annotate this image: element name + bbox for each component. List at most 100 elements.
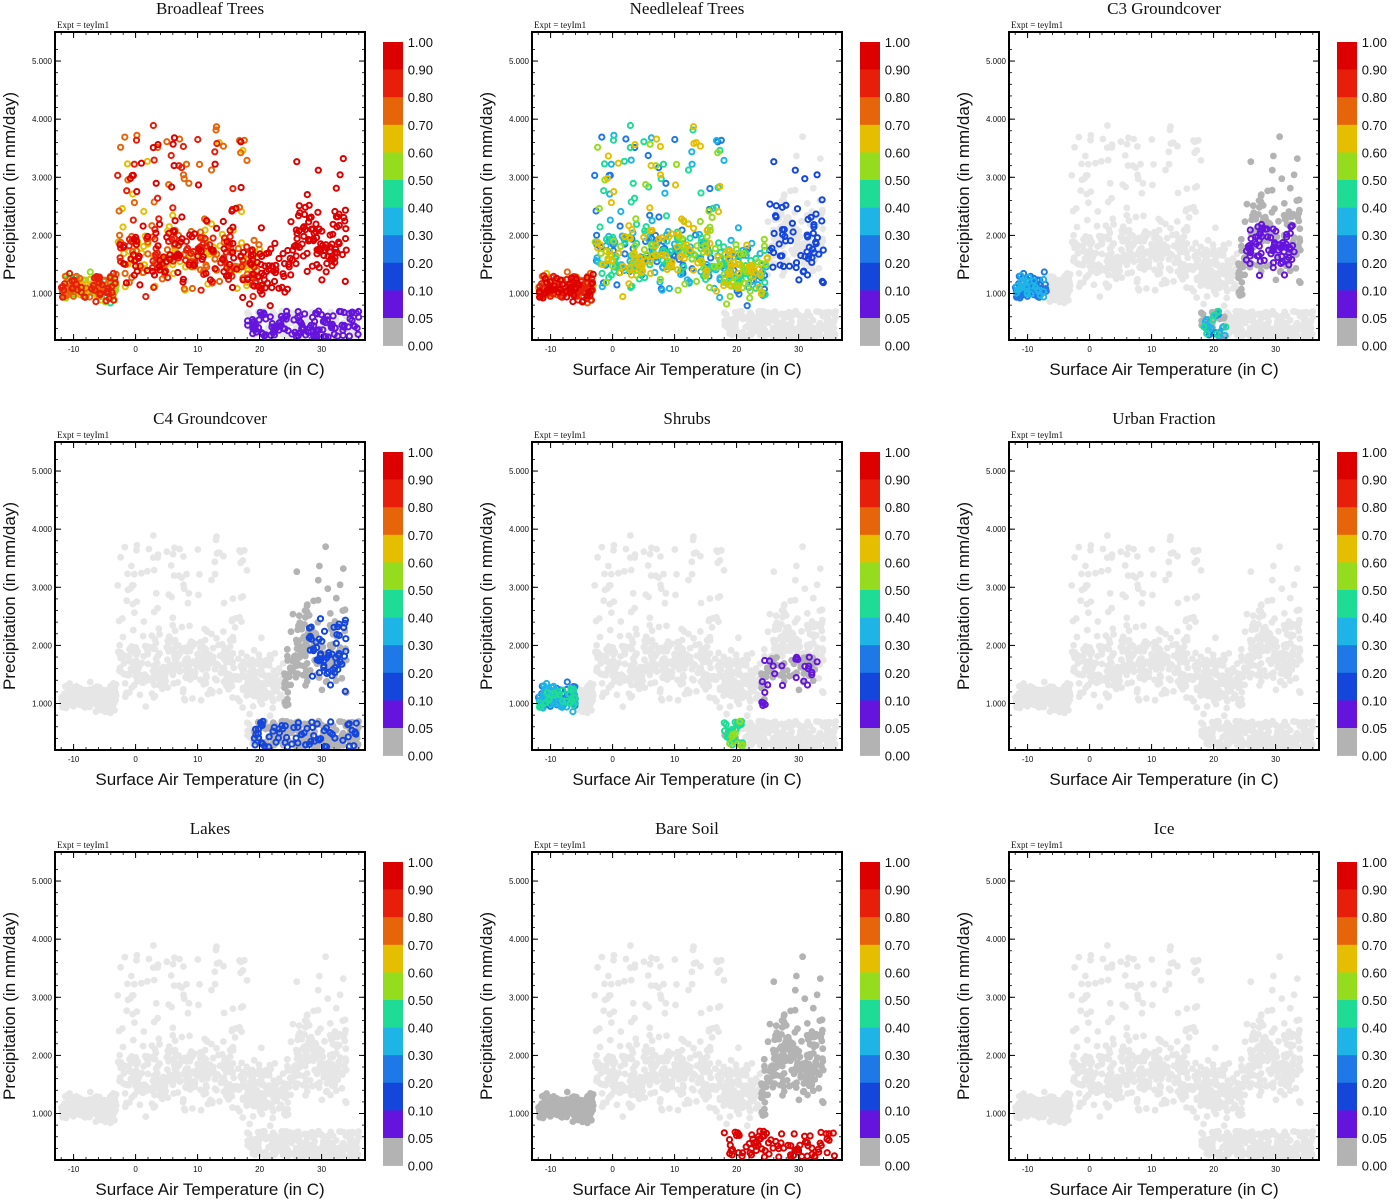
fraction-point (720, 156, 728, 164)
y-tick-label: 1.000 (32, 290, 53, 299)
background-point (180, 553, 187, 560)
fraction-point (183, 246, 191, 254)
fraction-point (266, 302, 274, 310)
fraction-point (1040, 293, 1048, 301)
fraction-point (152, 179, 160, 187)
fraction-point (320, 234, 325, 239)
fraction-point (602, 247, 610, 255)
background-point (1197, 157, 1205, 164)
fraction-point (328, 252, 336, 260)
fraction-point (609, 136, 618, 144)
background-point (1165, 160, 1173, 168)
fraction-point (228, 283, 237, 292)
fraction-point (705, 283, 714, 292)
colorbar-label: 0.60 (885, 145, 910, 160)
background-point (185, 589, 193, 597)
fraction-point (644, 151, 652, 160)
fraction-point (631, 194, 639, 202)
fraction-point (292, 226, 300, 234)
background-point (1151, 266, 1158, 274)
zero-fraction-point (1272, 276, 1280, 284)
fraction-point (322, 241, 330, 249)
fraction-point (1255, 242, 1263, 250)
fraction-point (115, 207, 123, 215)
fraction-point (1283, 233, 1291, 241)
background-point (201, 636, 209, 644)
background-point (170, 680, 178, 687)
fraction-point (201, 234, 209, 243)
background-point (58, 694, 65, 701)
fraction-point (1255, 271, 1264, 279)
background-point (1173, 255, 1180, 263)
fraction-point (630, 249, 638, 257)
background-point (814, 326, 822, 333)
background-point (779, 272, 786, 279)
background-point (226, 643, 234, 651)
y-tick-label: 5.000 (986, 57, 1007, 66)
fraction-point (343, 197, 348, 202)
zero-fraction-point (292, 673, 300, 681)
fraction-point (211, 160, 219, 168)
x-tick-label: 10 (1147, 345, 1156, 354)
fraction-point (179, 171, 188, 179)
fraction-point (789, 228, 797, 236)
background-point (1098, 250, 1106, 258)
fraction-point (703, 267, 711, 275)
fraction-point (351, 322, 359, 330)
background-point (203, 627, 210, 634)
x-tick-label: 10 (193, 345, 202, 354)
colorbar-label: 0.10 (408, 283, 433, 298)
background-point (116, 649, 123, 656)
background-point (232, 614, 240, 622)
zero-fraction-point (301, 607, 309, 614)
background-point (1105, 226, 1113, 233)
zero-fraction-point (301, 621, 308, 628)
fraction-point (211, 265, 219, 273)
fraction-point (322, 219, 327, 224)
fraction-point (629, 229, 637, 237)
fraction-point (195, 245, 203, 253)
fraction-point (116, 241, 124, 249)
fraction-point (95, 273, 104, 281)
background-point (1121, 152, 1129, 159)
fraction-point (810, 249, 818, 257)
fraction-point (174, 268, 182, 277)
background-point (138, 659, 146, 667)
background-point (1077, 279, 1084, 287)
fraction-point (608, 256, 616, 264)
fraction-point (706, 185, 714, 193)
fraction-point (179, 275, 187, 283)
background-point (171, 651, 179, 658)
colorbar-label: 0.80 (885, 90, 910, 105)
background-point (1087, 131, 1095, 139)
fraction-point (150, 283, 158, 291)
fraction-point (154, 194, 162, 202)
zero-fraction-point (332, 677, 340, 685)
fraction-point (803, 271, 812, 279)
fraction-point (631, 141, 639, 149)
fraction-point (689, 123, 698, 131)
background-point (1113, 256, 1121, 263)
fraction-point (804, 215, 812, 223)
fraction-point (325, 176, 330, 181)
background-point (1138, 189, 1146, 197)
y-tick-label: 1.000 (509, 290, 530, 299)
expt-label: Expt = teyIm1 (534, 20, 586, 30)
fraction-point (348, 309, 356, 317)
fraction-point (68, 285, 76, 293)
fraction-point (779, 262, 788, 270)
fraction-point (665, 233, 673, 241)
fraction-point (696, 142, 705, 150)
fraction-point (703, 226, 711, 234)
fraction-point (730, 258, 738, 266)
fraction-point (746, 287, 754, 295)
fraction-point (1280, 243, 1288, 251)
background-point (124, 670, 132, 678)
background-point (234, 655, 242, 662)
background-point (1151, 286, 1159, 294)
background-point (1090, 261, 1098, 269)
fraction-point (804, 233, 812, 241)
fraction-point (690, 250, 698, 258)
zero-fraction-point (322, 543, 329, 551)
fraction-point (219, 255, 227, 263)
